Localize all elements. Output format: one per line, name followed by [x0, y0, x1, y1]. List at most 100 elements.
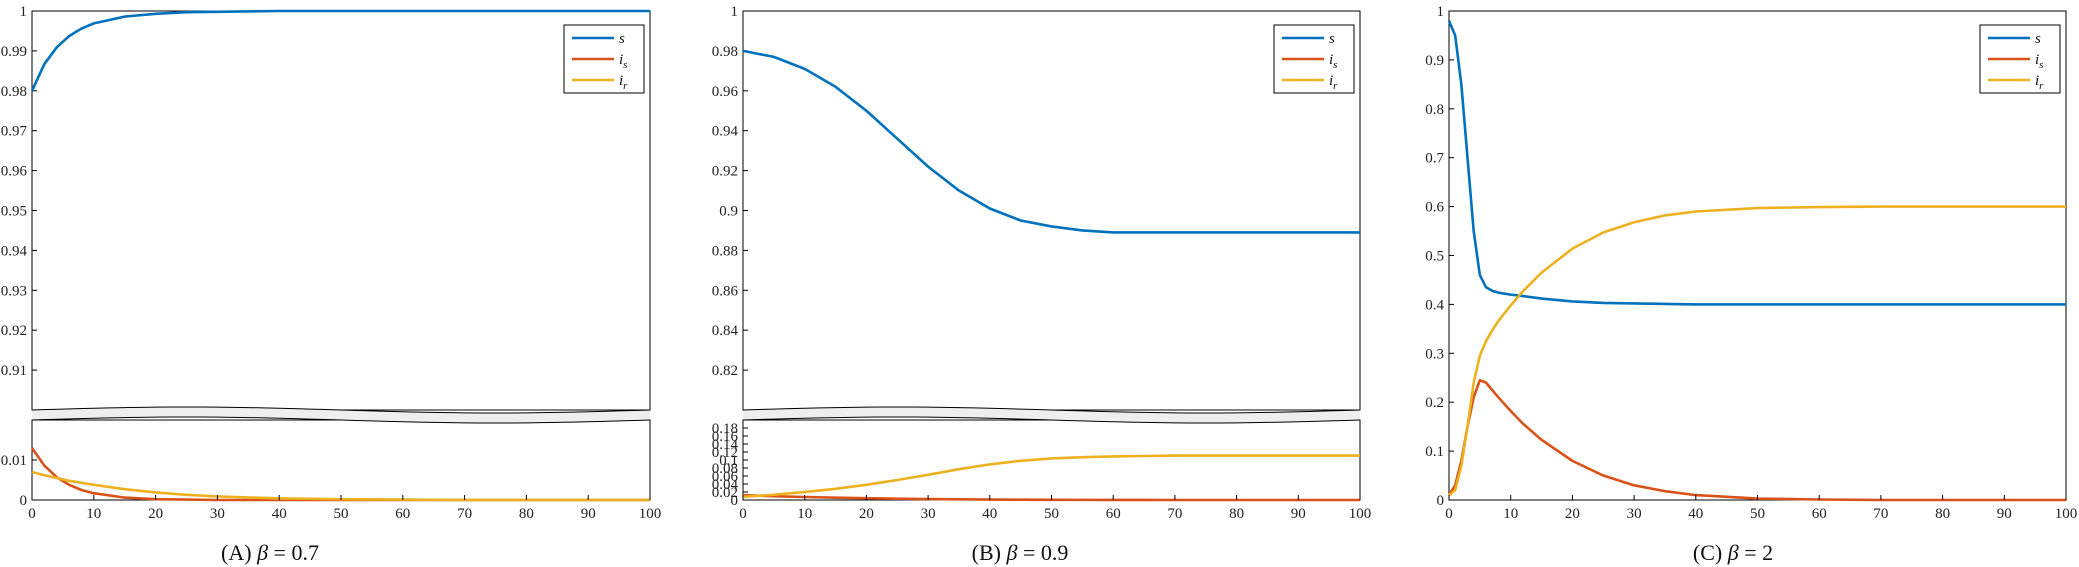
caption-beta: β — [1005, 540, 1017, 565]
series-s-line — [1447, 20, 2066, 306]
y-tick-label: 0.95 — [1, 204, 27, 220]
x-tick-label: 20 — [1565, 506, 1580, 522]
axis-break-line — [742, 416, 1361, 424]
y-tick-label: 0.94 — [1, 243, 28, 259]
caption-value: 0.9 — [1041, 540, 1069, 565]
y-tick-label: 0 — [20, 493, 28, 509]
y-tick-label: 0.14 — [712, 437, 739, 453]
y-tick-label: 0.93 — [1, 283, 27, 299]
y-tick-label: 0.5 — [1425, 249, 1444, 265]
axis-break-fill — [32, 407, 650, 423]
y-tick-label: 1 — [731, 4, 739, 20]
y-tick-label: 0.92 — [712, 164, 738, 180]
y-tick-label: 0.88 — [712, 243, 738, 259]
caption-eq: = — [268, 540, 291, 565]
series-ir-line — [31, 470, 650, 502]
x-tick-label: 20 — [148, 506, 163, 522]
x-tick-label: 10 — [797, 506, 812, 522]
x-tick-label: 50 — [1044, 506, 1059, 522]
x-tick-label: 10 — [1503, 506, 1518, 522]
caption: (B) β = 0.9 — [972, 540, 1069, 565]
caption: (C) β = 2 — [1693, 540, 1773, 565]
y-tick-label: 0.91 — [1, 363, 27, 379]
legend-sub: r — [2039, 80, 2044, 92]
legend-label-ir: ir — [2035, 73, 2044, 92]
x-tick-label: 40 — [982, 506, 997, 522]
caption-label: (A) — [221, 540, 252, 565]
panel-b: 0.820.840.860.880.90.920.940.960.98100.0… — [712, 4, 1372, 565]
y-tick-label: 0.4 — [1425, 297, 1444, 313]
y-tick-label: 0.96 — [712, 84, 739, 100]
legend-sub: s — [2039, 59, 2043, 71]
legend-sub: r — [623, 80, 628, 92]
legend-sub: r — [1333, 80, 1338, 92]
legend-label-is: is — [2035, 52, 2043, 71]
axis-break-line — [31, 416, 651, 424]
y-tick-label: 0.1 — [1425, 444, 1444, 460]
panel-c: 00.10.20.30.40.50.60.70.80.910 10 20 30 40 50… — [1425, 4, 2077, 565]
y-tick-label: 0.16 — [712, 429, 739, 445]
upper-axes — [742, 10, 1361, 411]
x-tick-label: 0 — [1445, 506, 1453, 522]
y-tick-label: 0.12 — [712, 445, 738, 461]
y-tick-label: 0.9 — [719, 204, 738, 220]
x-tick-label: 30 — [210, 506, 225, 522]
x-tick-label: 70 — [1167, 506, 1182, 522]
y-tick-label: 0.08 — [712, 461, 738, 477]
legend-label-ir: ir — [619, 73, 628, 92]
x-tick-label: 60 — [1812, 506, 1827, 522]
legend-sub: s — [623, 59, 627, 71]
legend-sub: s — [1333, 59, 1337, 71]
caption-beta: β — [256, 540, 268, 565]
x-tick-label: 30 — [1627, 506, 1642, 522]
y-tick-label: 1 — [20, 4, 28, 20]
legend-label-s: s — [2035, 31, 2041, 47]
y-tick-label: 0.2 — [1425, 395, 1444, 411]
x-tick-label: 100 — [639, 506, 662, 522]
y-tick-label: 0.92 — [1, 323, 27, 339]
caption-label: (C) — [1693, 540, 1722, 565]
x-tick-label: 80 — [1935, 506, 1950, 522]
legend-main: s — [2035, 31, 2041, 47]
caption-value: 0.7 — [291, 540, 319, 565]
y-tick-label: 0.6 — [1425, 200, 1444, 216]
y-tick-label: 0.86 — [712, 283, 739, 299]
legend-main: i — [2035, 73, 2039, 89]
caption-label: (B) — [972, 540, 1001, 565]
series-ir-line — [1448, 205, 2066, 497]
x-tick-label: 100 — [2055, 506, 2078, 522]
upper-axes — [31, 10, 651, 411]
y-tick-label: 0.98 — [1, 84, 27, 100]
y-tick-label: 0.3 — [1425, 346, 1444, 362]
legend-main: i — [1329, 52, 1333, 68]
y-tick-label: 1 — [1437, 4, 1445, 20]
caption: (A) β = 0.7 — [221, 540, 319, 565]
series-is-line — [742, 493, 1360, 502]
legend-label-s: s — [619, 31, 625, 47]
y-tick-label: 0.7 — [1425, 151, 1444, 167]
y-tick-label: 0.97 — [1, 124, 28, 140]
axis-break-line — [31, 406, 651, 414]
legend-main: i — [1329, 73, 1333, 89]
y-tick-label: 0 — [1437, 493, 1445, 509]
x-tick-label: 70 — [1873, 506, 1888, 522]
y-tick-label: 0.01 — [1, 453, 27, 469]
lower-axes — [31, 419, 651, 501]
series-ir-line — [742, 454, 1360, 499]
legend-label-is: is — [619, 52, 627, 71]
legend-label-is: is — [1329, 52, 1337, 71]
legend-main: i — [2035, 52, 2039, 68]
axis-break-fill — [743, 407, 1360, 423]
x-tick-label: 50 — [1750, 506, 1765, 522]
legend-main: i — [619, 52, 623, 68]
x-tick-label: 40 — [272, 506, 287, 522]
axis-break-line — [742, 406, 1361, 414]
x-tick-label: 80 — [1229, 506, 1244, 522]
axes — [1448, 10, 2067, 501]
x-tick-label: 20 — [859, 506, 874, 522]
y-tick-label: 0.84 — [712, 323, 739, 339]
y-tick-label: 0.02 — [712, 485, 738, 501]
series-s-line — [30, 9, 650, 92]
series-is-line — [1447, 378, 2066, 502]
x-tick-label: 50 — [334, 506, 349, 522]
